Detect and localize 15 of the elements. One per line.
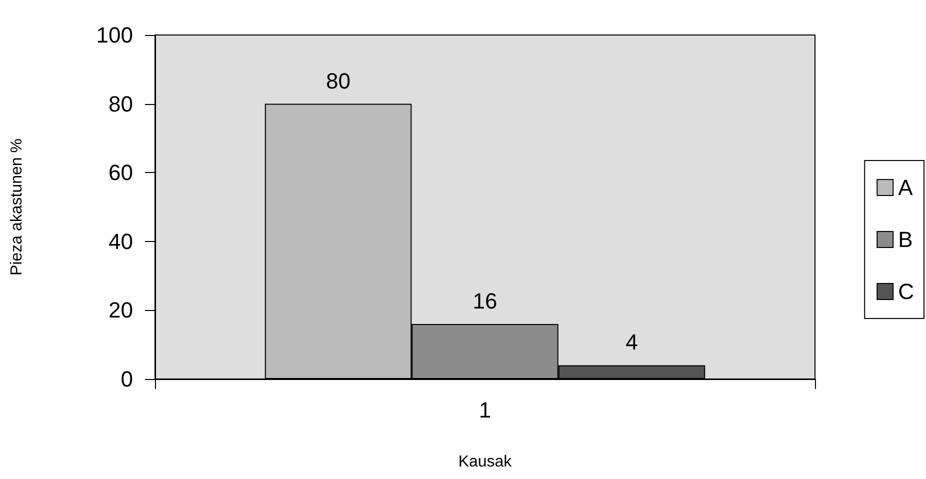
y-tick-label: 60 [108,160,133,186]
y-tick-label: 80 [108,91,133,116]
data-label: 80 [326,68,350,94]
legend-label: A [898,175,914,200]
y-tick-label: 20 [108,298,133,323]
y-tick-label: 100 [96,22,133,48]
x-axis-title: Kausak [458,454,513,470]
legend-label: C [898,279,914,304]
y-axis-title: Pieza akastunen % [8,138,26,276]
data-label: 4 [626,330,638,355]
x-tick-label: 1 [478,398,492,422]
y-tick-label: 0 [120,366,133,392]
data-label: 16 [472,288,498,314]
legend-label: B [898,227,913,252]
y-tick-label: 40 [108,228,133,254]
